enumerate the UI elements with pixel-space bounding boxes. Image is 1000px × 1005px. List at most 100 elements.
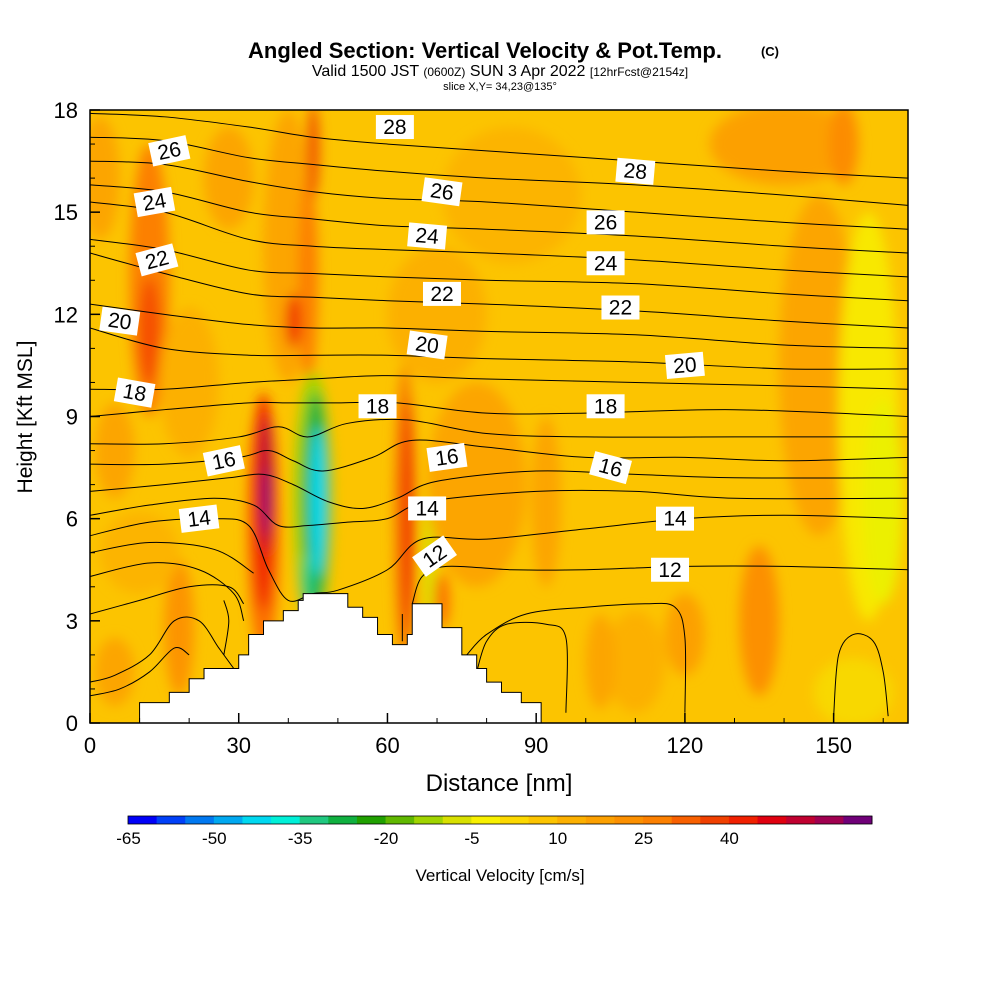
isentrope-label-text: 20	[107, 309, 133, 335]
x-tick-label: 30	[226, 733, 250, 758]
label-box	[202, 445, 245, 477]
isentrope-label: 26	[421, 177, 463, 207]
colorbar-outline	[127, 815, 873, 825]
isentrope-line	[90, 375, 908, 391]
x-tick-label: 0	[84, 733, 96, 758]
x-tick-label: 60	[375, 733, 399, 758]
velocity-cell	[401, 399, 414, 638]
y-axis: 0 3 6 9 12 15 18	[54, 98, 100, 736]
isentrope-label: 18	[113, 377, 156, 408]
label-box	[586, 394, 625, 419]
isentrope-label-text: 16	[210, 448, 238, 475]
colorbar-tick-label: -35	[288, 829, 313, 848]
isentrope-label: 22	[135, 243, 179, 277]
colorbar-swatch	[557, 816, 587, 824]
colorbar-swatch	[385, 816, 415, 824]
forecast-info: [12hrFcst@2154z]	[590, 65, 688, 79]
isentrope-line	[90, 562, 245, 622]
velocity-cell	[90, 116, 120, 240]
colorbar-tick-label: 40	[720, 829, 739, 848]
isentrope-label-text: 18	[366, 395, 389, 418]
colorbar-swatch	[528, 816, 558, 824]
y-tick-label: 9	[66, 405, 78, 430]
isentrope-label-text: 26	[594, 211, 617, 234]
label-box	[655, 506, 694, 531]
label-box	[135, 243, 179, 277]
label-box	[99, 306, 141, 336]
colorbar-swatch	[442, 816, 472, 824]
isentrope-label-text: 20	[414, 332, 440, 358]
low-level-contour	[90, 616, 235, 683]
isentrope-line	[90, 489, 908, 528]
isentrope-label-text: 28	[383, 116, 406, 139]
chart-title: Angled Section: Vertical Velocity & Pot.…	[248, 38, 722, 63]
velocity-cell	[94, 637, 135, 706]
y-axis-label: Height [Kft MSL]	[14, 341, 37, 494]
colorbar: -65 -50 -35 -20 -5 10 25 40	[116, 815, 873, 848]
terrain	[90, 593, 542, 723]
y-tick-label: 3	[66, 609, 78, 634]
isentrope-label: 20	[406, 330, 448, 360]
colorbar-swatch	[242, 816, 272, 824]
colorbar-swatch	[700, 816, 730, 824]
velocity-cell	[138, 276, 161, 386]
isentrope-label-text: 22	[430, 283, 453, 306]
colorbar-swatch	[299, 816, 329, 824]
velocity-cell	[263, 467, 269, 536]
velocity-cell	[813, 658, 894, 723]
isentrope-label: 24	[586, 251, 625, 276]
colorbar-swatch	[271, 816, 301, 824]
isentrope-label: 26	[148, 135, 191, 167]
isentrope-label: 14	[655, 506, 694, 531]
isentrope-label-text: 24	[594, 252, 618, 275]
x-tick-label: 90	[524, 733, 548, 758]
isentrope-labels: 12 14 16 18 20 22 24 26 28 28 26 26 24 24 22 22 20 20 18 18…	[99, 115, 705, 582]
isentrope-label: 14	[178, 504, 220, 533]
label-box	[148, 135, 191, 167]
velocity-cell	[779, 195, 859, 536]
isentrope-label: 20	[99, 306, 141, 336]
isentrope-label-text: 26	[429, 179, 455, 205]
velocity-cell	[828, 110, 859, 185]
isentrope-label: 28	[615, 157, 656, 185]
isentrope-label: 22	[601, 295, 640, 320]
y-tick-label: 18	[54, 98, 78, 123]
isentrope-label-text: 20	[672, 353, 697, 378]
label-box	[408, 496, 447, 521]
velocity-cell	[863, 399, 904, 604]
colorbar-swatch	[128, 816, 158, 824]
isentrope-label-text: 22	[609, 297, 632, 320]
label-box	[615, 157, 656, 185]
isentrope-label: 18	[358, 394, 397, 419]
colorbar-swatch	[156, 816, 186, 824]
label-box	[589, 451, 633, 485]
colorbar-swatch	[185, 816, 215, 824]
isentrope-label-text: 26	[156, 138, 184, 165]
colorbar-swatch	[356, 816, 387, 824]
isentrope-line	[90, 584, 245, 615]
isentrope-label-text: 24	[414, 224, 440, 249]
isentrope-line	[90, 470, 908, 509]
colorbar-swatch	[786, 816, 816, 824]
isentrope-label: 28	[375, 115, 414, 140]
low-level-contour	[466, 602, 687, 713]
label-box	[375, 115, 414, 140]
terrain-layer	[90, 593, 542, 723]
label-box	[421, 177, 463, 207]
isentrope-label: 22	[422, 281, 461, 306]
colorbar-swatch	[671, 816, 701, 824]
colorbar-tick-label: 25	[634, 829, 653, 848]
colorbar-swatch	[328, 816, 358, 824]
colorbar-swatch	[471, 816, 501, 824]
valid-prefix: Valid 1500 JST	[312, 63, 420, 80]
colorbar-swatch	[643, 816, 673, 824]
label-box	[358, 394, 397, 419]
isentrope-line	[90, 541, 254, 574]
isentrope-label-text: 18	[121, 380, 148, 407]
isentrope-line	[90, 136, 908, 206]
velocity-cell	[387, 246, 487, 383]
label-box	[406, 330, 448, 360]
isentrope-label: 18	[586, 394, 625, 419]
velocity-cell	[585, 614, 616, 710]
